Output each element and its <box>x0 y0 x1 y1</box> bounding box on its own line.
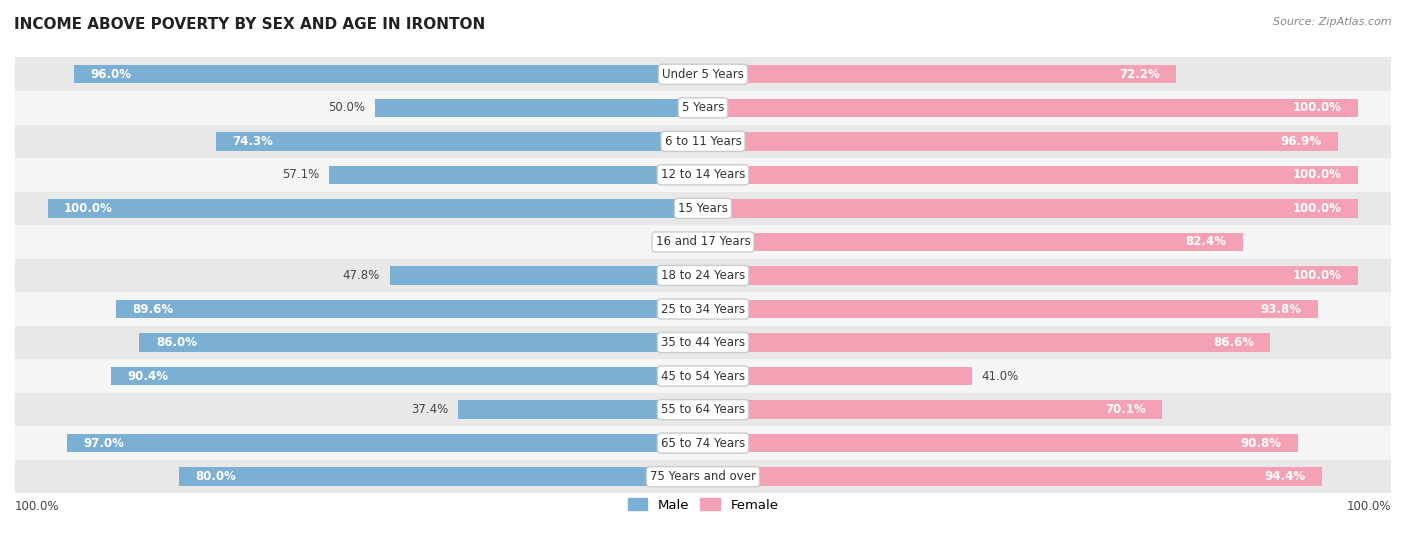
Bar <box>703 434 1298 452</box>
Text: 100.0%: 100.0% <box>15 500 59 513</box>
Text: 100.0%: 100.0% <box>1294 202 1341 215</box>
Text: 100.0%: 100.0% <box>1294 101 1341 114</box>
Bar <box>703 65 1175 83</box>
Bar <box>703 333 1271 352</box>
Bar <box>15 58 1391 91</box>
Text: 93.8%: 93.8% <box>1260 302 1301 315</box>
Text: Under 5 Years: Under 5 Years <box>662 68 744 80</box>
Text: INCOME ABOVE POVERTY BY SEX AND AGE IN IRONTON: INCOME ABOVE POVERTY BY SEX AND AGE IN I… <box>14 17 485 32</box>
Bar <box>703 400 1163 419</box>
Bar <box>703 233 1243 251</box>
Bar <box>703 165 1358 184</box>
Text: 80.0%: 80.0% <box>195 470 236 483</box>
Text: 12 to 14 Years: 12 to 14 Years <box>661 168 745 181</box>
Text: 41.0%: 41.0% <box>981 369 1019 382</box>
Text: 6 to 11 Years: 6 to 11 Years <box>665 135 741 148</box>
Bar <box>115 300 703 318</box>
Bar <box>15 192 1391 225</box>
Bar <box>15 125 1391 158</box>
Text: 100.0%: 100.0% <box>1294 269 1341 282</box>
Text: 94.4%: 94.4% <box>1264 470 1305 483</box>
Text: 86.0%: 86.0% <box>156 336 197 349</box>
Bar <box>139 333 703 352</box>
Legend: Male, Female: Male, Female <box>623 493 783 517</box>
Text: 70.1%: 70.1% <box>1105 403 1146 416</box>
Bar <box>67 434 703 452</box>
Text: 57.1%: 57.1% <box>281 168 319 181</box>
Bar <box>703 199 1358 217</box>
Text: 25 to 34 Years: 25 to 34 Years <box>661 302 745 315</box>
Text: 90.8%: 90.8% <box>1240 437 1282 449</box>
Bar <box>15 393 1391 427</box>
Text: 100.0%: 100.0% <box>1347 500 1391 513</box>
Text: 0.0%: 0.0% <box>664 235 693 248</box>
Bar <box>15 359 1391 393</box>
Text: 47.8%: 47.8% <box>343 269 380 282</box>
Bar <box>15 292 1391 326</box>
Text: 82.4%: 82.4% <box>1185 235 1226 248</box>
Text: 75 Years and over: 75 Years and over <box>650 470 756 483</box>
Bar <box>703 132 1339 150</box>
Text: 18 to 24 Years: 18 to 24 Years <box>661 269 745 282</box>
Text: 100.0%: 100.0% <box>65 202 112 215</box>
Text: 89.6%: 89.6% <box>132 302 173 315</box>
Bar <box>48 199 703 217</box>
Bar <box>15 259 1391 292</box>
Text: 86.6%: 86.6% <box>1213 336 1254 349</box>
Bar <box>703 300 1317 318</box>
Text: 100.0%: 100.0% <box>1294 168 1341 181</box>
Bar <box>375 98 703 117</box>
Text: 37.4%: 37.4% <box>411 403 449 416</box>
Bar <box>389 266 703 285</box>
Text: 35 to 44 Years: 35 to 44 Years <box>661 336 745 349</box>
Text: 55 to 64 Years: 55 to 64 Years <box>661 403 745 416</box>
Text: 97.0%: 97.0% <box>84 437 125 449</box>
Text: 90.4%: 90.4% <box>127 369 169 382</box>
Bar <box>111 367 703 385</box>
Bar <box>15 158 1391 192</box>
Bar <box>15 91 1391 125</box>
Bar <box>15 427 1391 460</box>
Bar <box>329 165 703 184</box>
Bar <box>458 400 703 419</box>
Bar <box>703 98 1358 117</box>
Bar <box>703 367 972 385</box>
Bar <box>703 467 1322 486</box>
Bar <box>15 326 1391 359</box>
Text: 96.9%: 96.9% <box>1281 135 1322 148</box>
Text: 16 and 17 Years: 16 and 17 Years <box>655 235 751 248</box>
Bar <box>703 266 1358 285</box>
Text: Source: ZipAtlas.com: Source: ZipAtlas.com <box>1274 17 1392 27</box>
Bar <box>179 467 703 486</box>
Text: 74.3%: 74.3% <box>232 135 273 148</box>
Bar <box>75 65 703 83</box>
Text: 45 to 54 Years: 45 to 54 Years <box>661 369 745 382</box>
Text: 72.2%: 72.2% <box>1119 68 1160 80</box>
Bar <box>15 460 1391 494</box>
Bar <box>217 132 703 150</box>
Text: 50.0%: 50.0% <box>329 101 366 114</box>
Bar <box>15 225 1391 259</box>
Text: 5 Years: 5 Years <box>682 101 724 114</box>
Text: 15 Years: 15 Years <box>678 202 728 215</box>
Text: 96.0%: 96.0% <box>90 68 131 80</box>
Text: 65 to 74 Years: 65 to 74 Years <box>661 437 745 449</box>
